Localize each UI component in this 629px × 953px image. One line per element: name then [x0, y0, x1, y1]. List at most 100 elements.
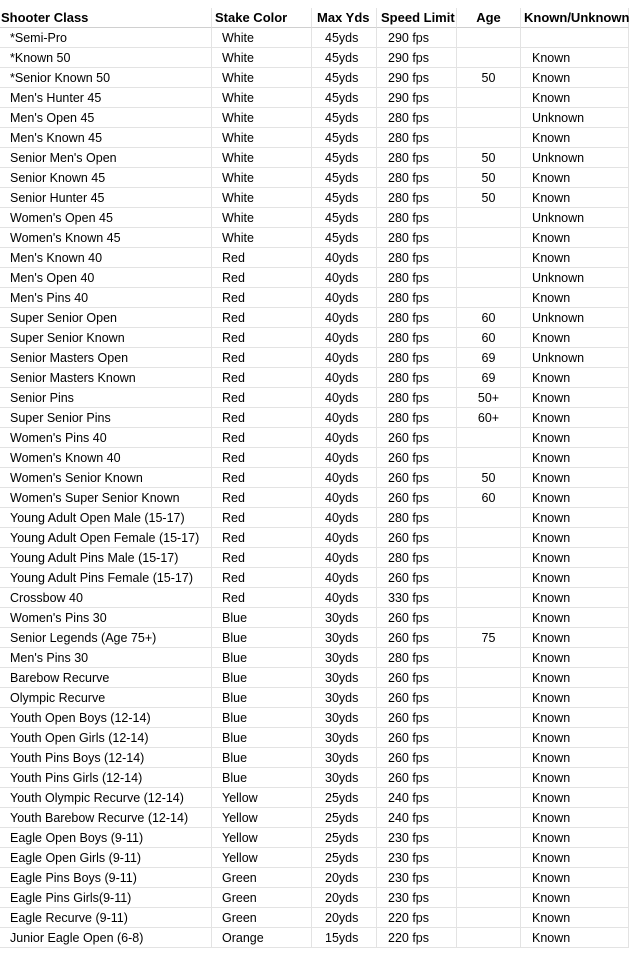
- age: [457, 848, 521, 868]
- known-unknown: Known: [521, 68, 629, 88]
- stake-color: Red: [212, 348, 312, 368]
- known-unknown: Known: [521, 288, 629, 308]
- age: [457, 88, 521, 108]
- age: 50+: [457, 388, 521, 408]
- stake-color: White: [212, 88, 312, 108]
- shooter-class: Men's Open 45: [0, 108, 212, 128]
- speed-limit: 280 fps: [377, 348, 457, 368]
- known-unknown: Known: [521, 568, 629, 588]
- age: [457, 828, 521, 848]
- stake-color: White: [212, 128, 312, 148]
- speed-limit: 260 fps: [377, 728, 457, 748]
- shooter-class: Women's Super Senior Known: [0, 488, 212, 508]
- shooter-class: Senior Legends (Age 75+): [0, 628, 212, 648]
- shooter-class: Youth Open Girls (12-14): [0, 728, 212, 748]
- shooter-class: Women's Open 45: [0, 208, 212, 228]
- speed-limit: 260 fps: [377, 468, 457, 488]
- speed-limit: 280 fps: [377, 268, 457, 288]
- age: [457, 688, 521, 708]
- stake-color: Red: [212, 488, 312, 508]
- max-yards: 30yds: [312, 628, 377, 648]
- stake-color: Red: [212, 468, 312, 488]
- stake-color: Yellow: [212, 828, 312, 848]
- speed-limit: 280 fps: [377, 548, 457, 568]
- shooter-class: Barebow Recurve: [0, 668, 212, 688]
- shooter-class: Youth Olympic Recurve (12-14): [0, 788, 212, 808]
- shooter-class: Eagle Pins Boys (9-11): [0, 868, 212, 888]
- speed-limit: 260 fps: [377, 708, 457, 728]
- shooter-class: Women's Known 45: [0, 228, 212, 248]
- known-unknown: Known: [521, 628, 629, 648]
- shooter-class: Men's Pins 30: [0, 648, 212, 668]
- known-unknown: Unknown: [521, 108, 629, 128]
- known-unknown: Known: [521, 888, 629, 908]
- speed-limit: 280 fps: [377, 128, 457, 148]
- shooter-class: Young Adult Pins Female (15-17): [0, 568, 212, 588]
- age: 50: [457, 168, 521, 188]
- age: [457, 888, 521, 908]
- known-unknown: Known: [521, 488, 629, 508]
- speed-limit: 260 fps: [377, 448, 457, 468]
- shooter-class: Senior Masters Open: [0, 348, 212, 368]
- known-unknown: Known: [521, 868, 629, 888]
- speed-limit: 260 fps: [377, 668, 457, 688]
- age: [457, 528, 521, 548]
- known-unknown: Known: [521, 788, 629, 808]
- max-yards: 40yds: [312, 268, 377, 288]
- header-cell: Speed Limit: [377, 8, 457, 28]
- header-cell: Known/Unknown: [521, 8, 629, 28]
- age: [457, 28, 521, 48]
- known-unknown: Known: [521, 48, 629, 68]
- known-unknown: Known: [521, 928, 629, 948]
- max-yards: 30yds: [312, 748, 377, 768]
- known-unknown: Known: [521, 128, 629, 148]
- shooter-class: Olympic Recurve: [0, 688, 212, 708]
- speed-limit: 230 fps: [377, 848, 457, 868]
- stake-color: Red: [212, 308, 312, 328]
- known-unknown: Known: [521, 228, 629, 248]
- max-yards: 45yds: [312, 88, 377, 108]
- max-yards: 40yds: [312, 388, 377, 408]
- speed-limit: 260 fps: [377, 428, 457, 448]
- stake-color: Blue: [212, 648, 312, 668]
- max-yards: 40yds: [312, 308, 377, 328]
- age: [457, 48, 521, 68]
- shooter-class: Senior Men's Open: [0, 148, 212, 168]
- speed-limit: 290 fps: [377, 88, 457, 108]
- stake-color: Blue: [212, 768, 312, 788]
- age: 60: [457, 308, 521, 328]
- shooter-class: Young Adult Pins Male (15-17): [0, 548, 212, 568]
- age: [457, 928, 521, 948]
- age: [457, 788, 521, 808]
- shooter-class: Junior Eagle Open (6-8): [0, 928, 212, 948]
- max-yards: 20yds: [312, 888, 377, 908]
- max-yards: 45yds: [312, 48, 377, 68]
- speed-limit: 240 fps: [377, 788, 457, 808]
- speed-limit: 280 fps: [377, 308, 457, 328]
- age: [457, 128, 521, 148]
- stake-color: Green: [212, 908, 312, 928]
- age: [457, 608, 521, 628]
- age: 50: [457, 148, 521, 168]
- max-yards: 40yds: [312, 508, 377, 528]
- known-unknown: Unknown: [521, 208, 629, 228]
- age: 60: [457, 328, 521, 348]
- known-unknown: Known: [521, 528, 629, 548]
- known-unknown: Known: [521, 708, 629, 728]
- max-yards: 30yds: [312, 728, 377, 748]
- shooter-class: Men's Known 40: [0, 248, 212, 268]
- stake-color: White: [212, 68, 312, 88]
- speed-limit: 260 fps: [377, 608, 457, 628]
- max-yards: 30yds: [312, 668, 377, 688]
- shooter-class: Men's Pins 40: [0, 288, 212, 308]
- speed-limit: 280 fps: [377, 148, 457, 168]
- speed-limit: 260 fps: [377, 568, 457, 588]
- max-yards: 40yds: [312, 568, 377, 588]
- known-unknown: Known: [521, 508, 629, 528]
- known-unknown: Known: [521, 188, 629, 208]
- shooter-class: Super Senior Open: [0, 308, 212, 328]
- stake-color: White: [212, 168, 312, 188]
- shooter-class: Youth Open Boys (12-14): [0, 708, 212, 728]
- known-unknown: Known: [521, 548, 629, 568]
